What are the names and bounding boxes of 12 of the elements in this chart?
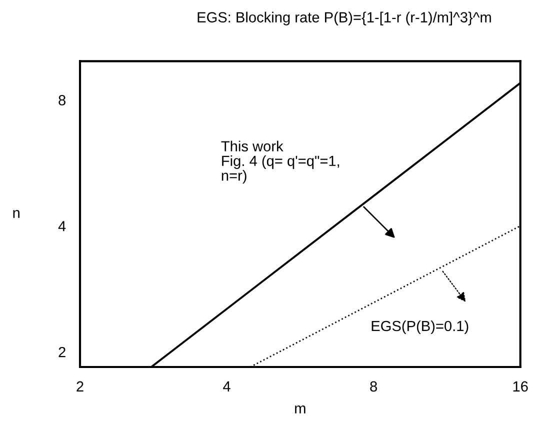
x-tick-label: 16 (513, 381, 528, 392)
y-tick-label: 2 (58, 346, 66, 358)
x-tick-label: 8 (370, 381, 377, 392)
x-axis-title: m (295, 406, 306, 414)
series-label: EGS(P(B)=0.1) (372, 320, 468, 334)
chart-title: EGS: Blocking rate P(B)={1-[1-r (r-1)/m]^3}^m (198, 12, 491, 26)
y-axis-title: n (13, 210, 20, 218)
y-tick-label: 8 (58, 95, 66, 106)
x-tick-label: 4 (223, 381, 230, 392)
x-tick-label: 2 (76, 381, 84, 392)
text: This work Fig. 4 (q= q'=q"=1, n=r) (221, 140, 340, 184)
y-tick-label: 4 (58, 221, 66, 232)
